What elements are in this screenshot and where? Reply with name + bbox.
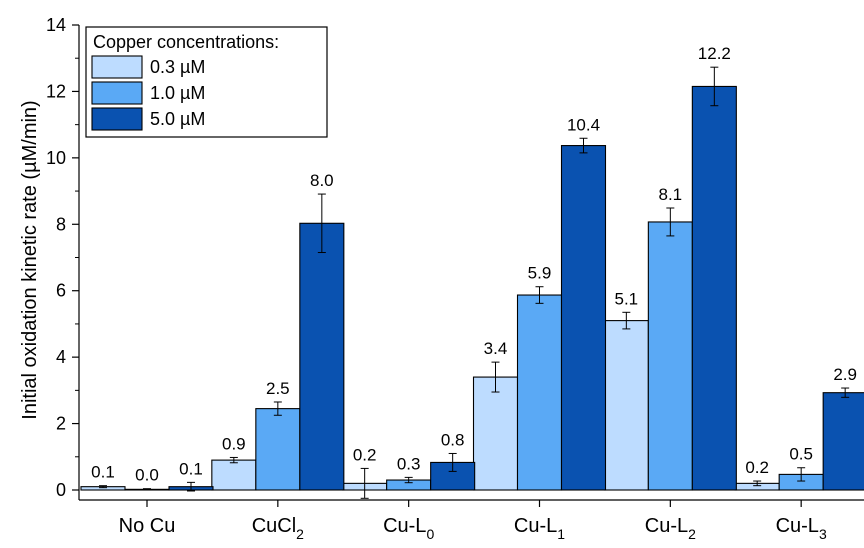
x-tick-label: Cu-L2 xyxy=(645,515,696,542)
error-bar xyxy=(317,193,326,254)
error-bar xyxy=(187,481,195,492)
data-label: 0.1 xyxy=(179,459,203,478)
data-label: 0.5 xyxy=(789,445,813,464)
data-label: 0.0 xyxy=(135,466,159,485)
data-label: 8.0 xyxy=(310,171,334,190)
bar xyxy=(299,222,345,491)
y-tick-label: 6 xyxy=(56,281,66,301)
legend-label: 0.3 µM xyxy=(150,57,205,77)
data-label: 0.3 xyxy=(397,454,421,473)
error-bar xyxy=(622,311,631,330)
data-label: 0.2 xyxy=(353,445,377,464)
data-label: 0.2 xyxy=(745,458,769,477)
error-bar xyxy=(797,467,806,482)
legend-label: 5.0 µM xyxy=(150,109,205,129)
error-bar xyxy=(229,456,238,464)
y-tick-label: 0 xyxy=(56,480,66,500)
bar xyxy=(603,320,649,491)
x-tick-label-subscript: 3 xyxy=(819,526,827,542)
bar xyxy=(430,461,476,491)
x-tick-label-base: No Cu xyxy=(119,515,176,537)
legend-label: 1.0 µM xyxy=(150,83,205,103)
x-tick-label-base: CuCl xyxy=(252,515,296,537)
x-tick-label: Cu-L3 xyxy=(776,515,827,542)
bar xyxy=(255,408,301,491)
x-tick-label-base: Cu-L xyxy=(776,515,819,537)
data-label: 2.9 xyxy=(833,365,857,384)
error-bar xyxy=(273,401,282,416)
y-tick-label: 2 xyxy=(56,414,66,434)
bar xyxy=(560,145,607,491)
x-tick-label: Cu-L1 xyxy=(514,515,565,542)
error-bar xyxy=(535,286,544,304)
error-bars-layer xyxy=(99,66,850,499)
y-axis-title: Initial oxidation kinetic rate (µM/min) xyxy=(19,100,41,419)
error-bar xyxy=(404,476,413,484)
x-tick-label-base: Cu-L xyxy=(645,515,688,537)
x-tick-label-subscript: 2 xyxy=(688,526,696,542)
bar xyxy=(516,294,563,491)
x-tick-label-subscript: 0 xyxy=(426,526,434,542)
bar xyxy=(822,392,864,491)
legend: Copper concentrations: 0.3 µM 1.0 µM 5.0 µ… xyxy=(85,26,328,138)
error-bar xyxy=(666,207,675,237)
data-labels-layer: 0.1 0.9 0.2 3.4 5.1 0.2 0.0 2.5 0.3 5.9 8.1 0.5 0.1 8… xyxy=(91,44,857,484)
y-tick-label: 14 xyxy=(46,15,66,35)
x-tick-label-subscript: 1 xyxy=(557,526,565,542)
data-label: 8.1 xyxy=(659,185,683,204)
x-tick-label-base: Cu-L xyxy=(383,515,426,537)
data-label: 0.9 xyxy=(222,434,246,453)
legend-swatch xyxy=(91,107,143,131)
error-bar xyxy=(143,488,151,491)
error-bar xyxy=(710,66,719,107)
error-bar xyxy=(841,387,850,398)
error-bar xyxy=(99,485,107,489)
data-label: 2.5 xyxy=(266,379,290,398)
x-tick-label-subscript: 2 xyxy=(296,526,304,542)
data-label: 12.2 xyxy=(698,44,731,63)
x-tick-label: Cu-L0 xyxy=(383,515,434,542)
bar xyxy=(472,376,519,491)
data-label: 10.4 xyxy=(567,115,600,134)
data-label: 3.4 xyxy=(484,339,508,358)
bar xyxy=(647,221,693,491)
data-label: 5.1 xyxy=(615,289,639,308)
error-bar xyxy=(360,467,369,499)
legend-swatch xyxy=(91,81,143,105)
y-tick-label: 4 xyxy=(56,347,66,367)
bars-layer xyxy=(80,85,864,491)
error-bar xyxy=(753,480,762,487)
x-tick-label: CuCl2 xyxy=(252,515,304,542)
error-bar xyxy=(579,137,588,154)
y-tick-label: 10 xyxy=(46,148,66,168)
legend-swatch xyxy=(91,55,143,79)
error-bar xyxy=(491,361,500,393)
bar xyxy=(211,459,257,491)
error-bar xyxy=(448,452,457,472)
x-tick-label: No Cu xyxy=(119,515,176,537)
x-tick-label-base: Cu-L xyxy=(514,515,557,537)
bar xyxy=(691,85,737,491)
y-tick-label: 8 xyxy=(56,214,66,234)
data-label: 0.1 xyxy=(91,463,115,482)
legend-entries: 0.3 µM 1.0 µM 5.0 µM xyxy=(91,55,205,131)
data-label: 5.9 xyxy=(528,264,552,283)
legend-title: Copper concentrations: xyxy=(93,32,279,52)
data-label: 0.8 xyxy=(441,430,465,449)
y-tick-label: 12 xyxy=(46,81,66,101)
